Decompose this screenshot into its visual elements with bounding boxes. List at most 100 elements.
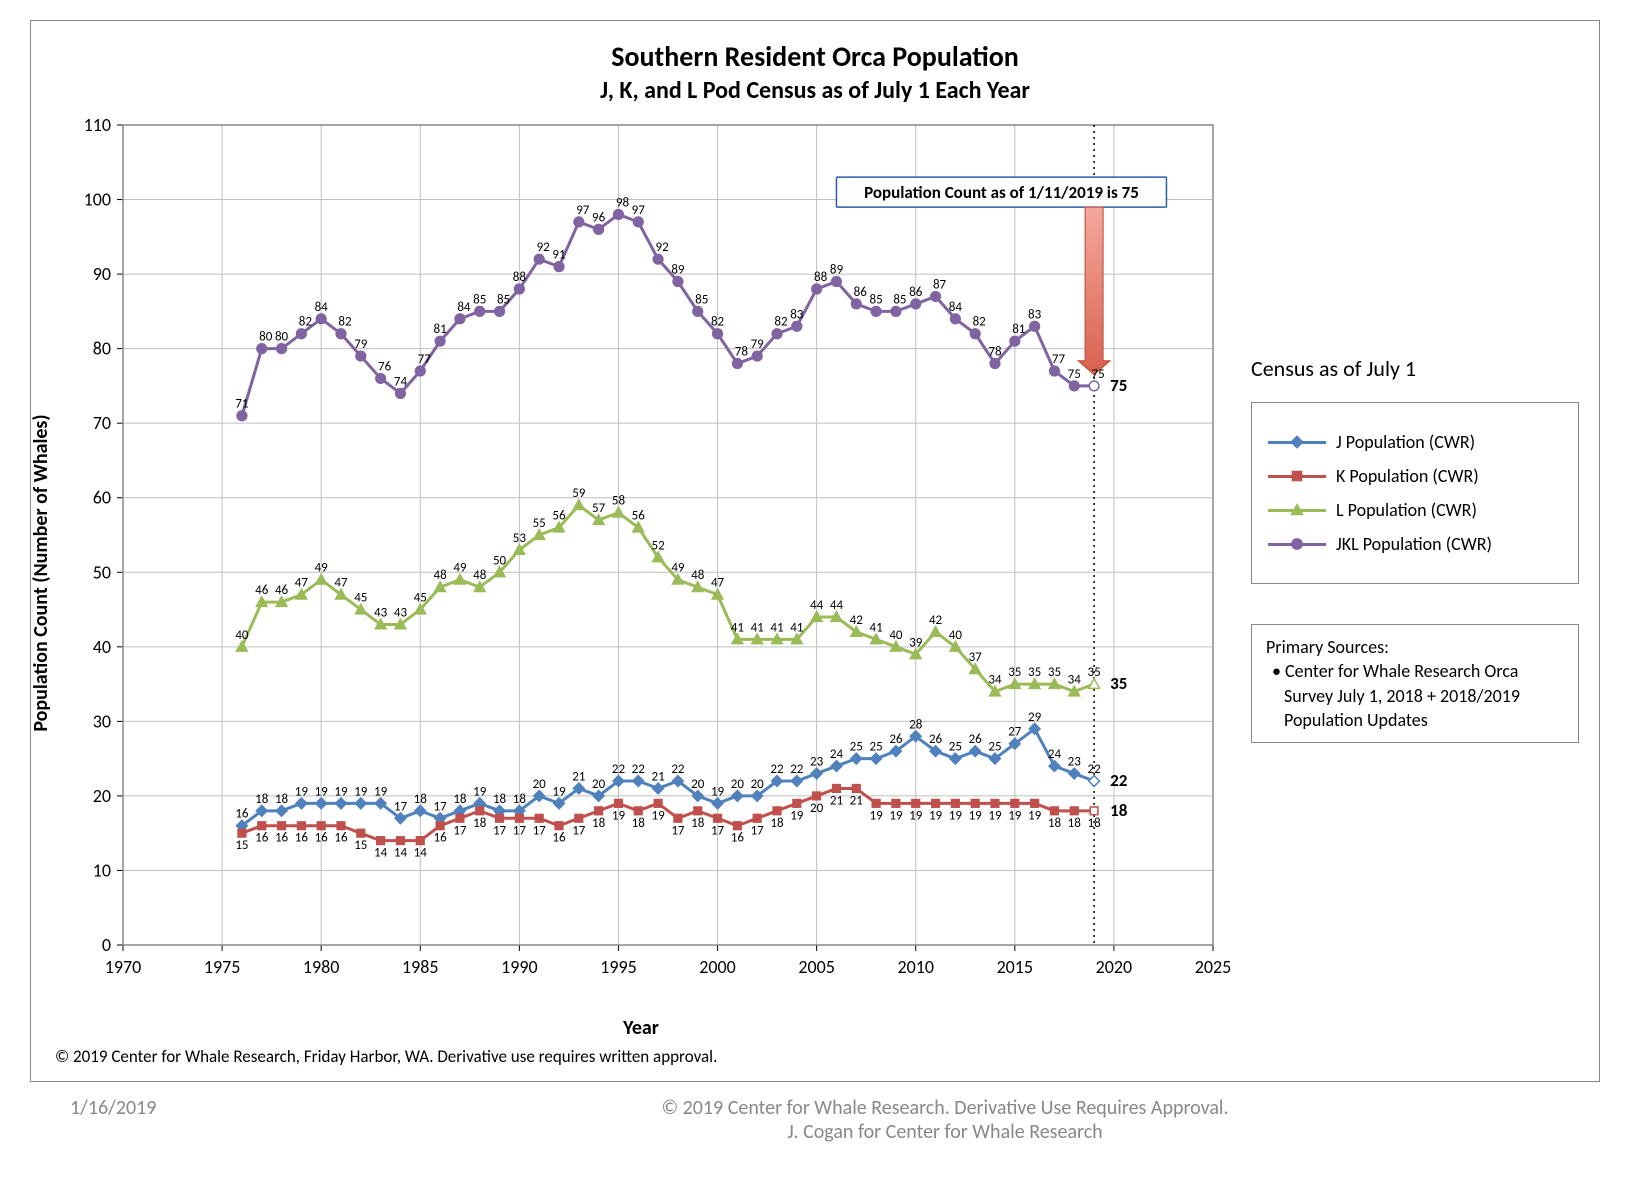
- svg-text:15: 15: [354, 838, 367, 853]
- svg-text:35: 35: [1087, 665, 1100, 680]
- svg-text:26: 26: [969, 732, 983, 747]
- svg-text:25: 25: [850, 740, 863, 755]
- svg-text:18: 18: [414, 792, 428, 807]
- svg-text:26: 26: [929, 732, 943, 747]
- svg-text:20: 20: [731, 777, 745, 792]
- svg-text:19: 19: [354, 784, 368, 799]
- svg-text:21: 21: [830, 793, 843, 808]
- svg-text:19: 19: [929, 808, 943, 823]
- svg-text:18: 18: [1087, 816, 1101, 831]
- svg-text:100: 100: [84, 189, 111, 211]
- svg-text:22: 22: [612, 762, 626, 777]
- svg-text:19: 19: [869, 808, 883, 823]
- svg-text:86: 86: [909, 285, 923, 300]
- svg-text:78: 78: [988, 345, 1002, 360]
- svg-text:16: 16: [315, 831, 329, 846]
- svg-text:2020: 2020: [1096, 956, 1133, 978]
- svg-text:19: 19: [651, 808, 665, 823]
- svg-text:98: 98: [616, 195, 630, 210]
- svg-text:34: 34: [1068, 673, 1082, 688]
- line-chart: 1970197519801985199019952000200520102015…: [51, 105, 1231, 1005]
- svg-text:19: 19: [1008, 808, 1022, 823]
- svg-text:19: 19: [374, 784, 388, 799]
- svg-text:2005: 2005: [798, 956, 835, 978]
- svg-text:40: 40: [235, 628, 249, 643]
- svg-text:91: 91: [552, 248, 565, 263]
- legend-swatch: [1268, 433, 1326, 451]
- svg-text:19: 19: [295, 784, 309, 799]
- svg-text:48: 48: [433, 568, 447, 583]
- svg-text:43: 43: [374, 605, 388, 620]
- svg-text:19: 19: [1028, 808, 1042, 823]
- svg-text:41: 41: [751, 620, 764, 635]
- svg-text:75: 75: [1068, 367, 1081, 382]
- svg-text:18: 18: [473, 816, 487, 831]
- svg-text:17: 17: [453, 823, 467, 838]
- svg-text:79: 79: [751, 337, 765, 352]
- svg-text:Population Count as of 1/11/20: Population Count as of 1/11/2019 is 75: [864, 182, 1139, 203]
- svg-text:25: 25: [949, 740, 962, 755]
- svg-text:22: 22: [770, 762, 784, 777]
- svg-text:88: 88: [513, 270, 527, 285]
- svg-text:22: 22: [1087, 762, 1101, 777]
- title-block: Southern Resident Orca Population J, K, …: [31, 21, 1599, 105]
- svg-text:50: 50: [493, 553, 507, 568]
- svg-text:18: 18: [691, 816, 705, 831]
- svg-text:1980: 1980: [303, 956, 340, 978]
- sources-line: Survey July 1, 2018 + 2018/2019: [1266, 684, 1564, 708]
- sources-line: • Center for Whale Research Orca: [1266, 659, 1564, 683]
- svg-text:48: 48: [691, 568, 705, 583]
- svg-text:89: 89: [671, 263, 685, 278]
- diamond-icon: [1288, 433, 1306, 451]
- svg-text:14: 14: [414, 846, 428, 861]
- svg-text:82: 82: [973, 315, 987, 330]
- svg-text:84: 84: [315, 300, 329, 315]
- svg-text:19: 19: [552, 784, 566, 799]
- svg-text:53: 53: [513, 531, 527, 546]
- sources-box: Primary Sources: • Center for Whale Rese…: [1251, 624, 1579, 743]
- svg-text:49: 49: [453, 561, 467, 576]
- footer-copyright: © 2019 Center for Whale Research. Deriva…: [290, 1096, 1600, 1120]
- svg-text:14: 14: [394, 846, 408, 861]
- svg-text:19: 19: [949, 808, 963, 823]
- svg-text:16: 16: [275, 831, 289, 846]
- svg-text:81: 81: [1012, 322, 1025, 337]
- svg-text:82: 82: [299, 315, 313, 330]
- svg-text:22: 22: [1110, 770, 1128, 791]
- svg-text:19: 19: [473, 784, 487, 799]
- svg-text:19: 19: [790, 808, 804, 823]
- svg-text:19: 19: [711, 784, 725, 799]
- svg-text:49: 49: [671, 561, 685, 576]
- chart-subtitle: J, K, and L Pod Census as of July 1 Each…: [31, 76, 1599, 105]
- svg-text:1985: 1985: [402, 956, 439, 978]
- svg-text:41: 41: [731, 620, 744, 635]
- svg-text:41: 41: [790, 620, 803, 635]
- footer-author: J. Cogan for Center for Whale Research: [290, 1120, 1600, 1144]
- svg-text:50: 50: [93, 561, 111, 583]
- svg-text:56: 56: [552, 509, 566, 524]
- chart-frame: Southern Resident Orca Population J, K, …: [30, 20, 1600, 1082]
- svg-text:25: 25: [869, 740, 882, 755]
- svg-text:77: 77: [418, 352, 432, 367]
- legend-label: L Population (CWR): [1336, 499, 1477, 521]
- svg-text:25: 25: [988, 740, 1001, 755]
- svg-text:26: 26: [889, 732, 903, 747]
- svg-text:86: 86: [854, 285, 868, 300]
- svg-text:1995: 1995: [600, 956, 637, 978]
- svg-text:16: 16: [235, 807, 249, 822]
- svg-text:21: 21: [651, 769, 664, 784]
- square-icon: [1288, 467, 1306, 485]
- svg-text:85: 85: [869, 292, 882, 307]
- svg-text:40: 40: [93, 636, 111, 658]
- svg-text:28: 28: [909, 717, 923, 732]
- svg-text:48: 48: [473, 568, 487, 583]
- svg-text:20: 20: [810, 801, 824, 816]
- svg-text:35: 35: [1048, 665, 1061, 680]
- inner-copyright: © 2019 Center for Whale Research, Friday…: [31, 1040, 1599, 1081]
- svg-text:46: 46: [255, 583, 269, 598]
- svg-text:17: 17: [513, 823, 527, 838]
- svg-text:19: 19: [334, 784, 348, 799]
- svg-text:18: 18: [1048, 816, 1062, 831]
- svg-text:88: 88: [814, 270, 828, 285]
- svg-text:16: 16: [731, 831, 745, 846]
